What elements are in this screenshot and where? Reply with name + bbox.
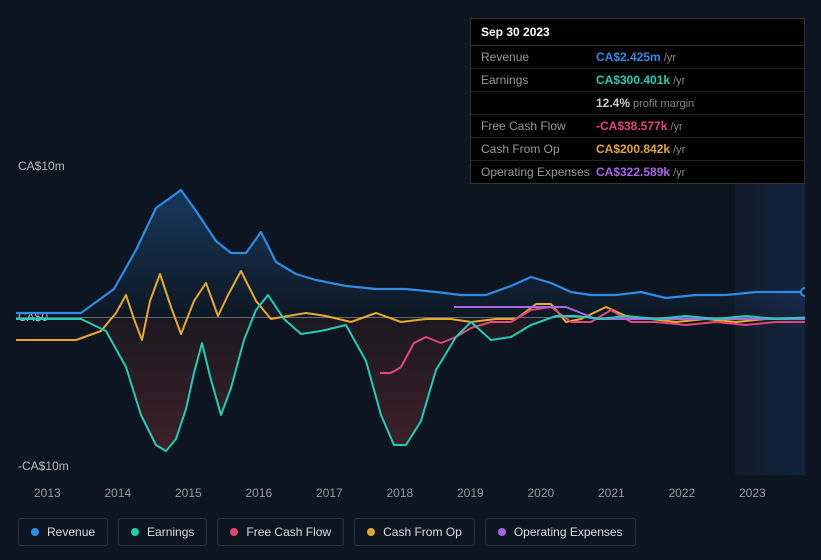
- tooltip-suffix: profit margin: [633, 98, 694, 110]
- x-axis-year: 2021: [598, 486, 625, 500]
- tooltip-row: 12.4%profit margin: [471, 92, 804, 115]
- tooltip-value: CA$322.589k: [596, 165, 670, 179]
- financials-chart[interactable]: [16, 175, 805, 475]
- tooltip-suffix: /yr: [670, 121, 682, 133]
- tooltip-label: Cash From Op: [481, 142, 596, 156]
- legend: Revenue Earnings Free Cash Flow Cash From O…: [18, 518, 636, 546]
- cfo-dot-icon: [367, 528, 375, 536]
- legend-item-earnings[interactable]: Earnings: [118, 518, 207, 546]
- x-axis-year: 2013: [34, 486, 61, 500]
- tooltip-value: CA$200.842k: [596, 142, 670, 156]
- x-axis-year: 2020: [528, 486, 555, 500]
- x-axis-year: 2023: [739, 486, 766, 500]
- tooltip-value: 12.4%: [596, 96, 630, 110]
- tooltip-label: Operating Expenses: [481, 165, 596, 179]
- hover-tooltip: Sep 30 2023 RevenueCA$2.425m/yrEarningsC…: [470, 18, 805, 184]
- y-axis-label-top: CA$10m: [18, 159, 65, 173]
- legend-label: Earnings: [147, 525, 194, 539]
- tooltip-suffix: /yr: [673, 75, 685, 87]
- last-point-marker: [801, 288, 805, 296]
- fcf-dot-icon: [230, 528, 238, 536]
- tooltip-row: RevenueCA$2.425m/yr: [471, 46, 804, 69]
- tooltip-label: Free Cash Flow: [481, 119, 596, 133]
- legend-item-opex[interactable]: Operating Expenses: [485, 518, 636, 546]
- x-axis-year: 2018: [387, 486, 414, 500]
- opex-dot-icon: [498, 528, 506, 536]
- earnings-dot-icon: [131, 528, 139, 536]
- legend-item-fcf[interactable]: Free Cash Flow: [217, 518, 344, 546]
- x-axis-year: 2014: [105, 486, 132, 500]
- legend-item-cfo[interactable]: Cash From Op: [354, 518, 475, 546]
- legend-label: Revenue: [47, 525, 95, 539]
- tooltip-label: Revenue: [481, 50, 596, 64]
- legend-label: Operating Expenses: [514, 525, 623, 539]
- x-axis-year: 2015: [175, 486, 202, 500]
- legend-item-revenue[interactable]: Revenue: [18, 518, 108, 546]
- legend-label: Cash From Op: [383, 525, 462, 539]
- tooltip-suffix: /yr: [673, 144, 685, 156]
- x-axis-year: 2017: [316, 486, 343, 500]
- tooltip-row: Free Cash Flow-CA$38.577k/yr: [471, 115, 804, 138]
- x-axis-year: 2022: [669, 486, 696, 500]
- revenue-dot-icon: [31, 528, 39, 536]
- legend-label: Free Cash Flow: [246, 525, 331, 539]
- tooltip-date: Sep 30 2023: [471, 19, 804, 46]
- tooltip-value: CA$2.425m: [596, 50, 661, 64]
- x-axis-year: 2016: [246, 486, 273, 500]
- tooltip-row: Operating ExpensesCA$322.589k/yr: [471, 161, 804, 183]
- tooltip-suffix: /yr: [673, 167, 685, 179]
- tooltip-label: Earnings: [481, 73, 596, 87]
- tooltip-row: Cash From OpCA$200.842k/yr: [471, 138, 804, 161]
- tooltip-value: -CA$38.577k: [596, 119, 667, 133]
- tooltip-row: EarningsCA$300.401k/yr: [471, 69, 804, 92]
- x-axis-year: 2019: [457, 486, 484, 500]
- tooltip-value: CA$300.401k: [596, 73, 670, 87]
- tooltip-suffix: /yr: [664, 52, 676, 64]
